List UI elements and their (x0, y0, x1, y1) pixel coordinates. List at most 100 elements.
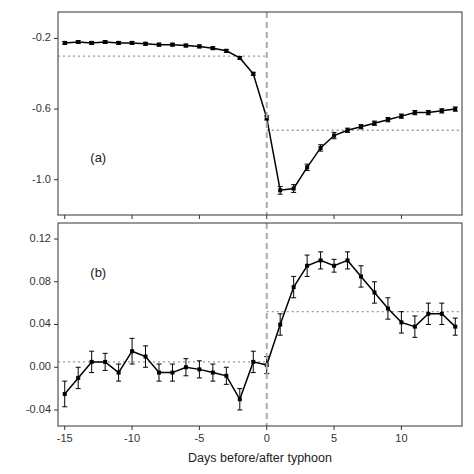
error-cap (426, 303, 431, 304)
x-tick (401, 215, 402, 219)
point (332, 264, 336, 268)
error-cap (399, 311, 404, 312)
error-cap (116, 364, 121, 365)
x-tick (334, 215, 335, 219)
error-cap (345, 268, 350, 269)
error-bar (453, 107, 458, 111)
point (372, 290, 376, 294)
error-cap (170, 381, 175, 382)
error-bar (76, 367, 81, 388)
error-cap (345, 251, 350, 252)
error-cap (210, 364, 215, 365)
error-bar (116, 364, 121, 381)
point (103, 40, 107, 44)
point (426, 111, 430, 115)
error-cap (237, 409, 242, 410)
reference-line (58, 361, 267, 362)
y-tick (54, 324, 58, 325)
error-bar (103, 353, 108, 370)
error-cap (318, 268, 323, 269)
error-cap (453, 335, 458, 336)
point (399, 320, 403, 324)
panel-label: (a) (90, 150, 106, 165)
point (63, 392, 67, 396)
point (426, 312, 430, 316)
x-tick (266, 426, 267, 430)
point (238, 397, 242, 401)
plot-area (58, 223, 462, 426)
error-cap (332, 138, 337, 139)
error-bar (385, 118, 390, 122)
error-cap (62, 381, 67, 382)
event-line (266, 12, 268, 215)
error-bar (426, 110, 431, 114)
point (184, 365, 188, 369)
point (292, 187, 296, 191)
error-cap (359, 287, 364, 288)
error-cap (305, 276, 310, 277)
point (386, 306, 390, 310)
error-cap (453, 318, 458, 319)
point (224, 374, 228, 378)
error-bar (372, 121, 377, 125)
panel: -0.040.000.040.080.12-15-10-50510(b)Days… (26, 223, 462, 465)
error-cap (183, 358, 188, 359)
series-line (65, 260, 456, 399)
error-cap (278, 194, 283, 195)
x-tick (132, 215, 133, 219)
error-bar (237, 389, 242, 410)
error-bar (359, 266, 364, 287)
x-tick-label: -5 (195, 432, 205, 444)
point (278, 188, 282, 192)
error-bar (170, 43, 175, 46)
plot-area (58, 12, 462, 215)
error-cap (332, 132, 337, 133)
error-cap (89, 351, 94, 352)
error-bar (116, 41, 121, 44)
point (224, 49, 228, 53)
error-cap (251, 372, 256, 373)
y-tick (54, 38, 58, 39)
error-bar (412, 316, 417, 337)
x-tick (334, 426, 335, 430)
point (76, 376, 80, 380)
error-cap (143, 345, 148, 346)
point (251, 360, 255, 364)
point (211, 46, 215, 50)
error-cap (103, 353, 108, 354)
x-tick-label: -10 (124, 432, 140, 444)
error-bar (170, 364, 175, 381)
plot-frame (58, 12, 462, 215)
error-cap (224, 367, 229, 368)
point (76, 40, 80, 44)
point (184, 44, 188, 48)
error-bar (399, 114, 404, 118)
point (399, 114, 403, 118)
error-cap (130, 338, 135, 339)
error-cap (385, 297, 390, 298)
error-bar (157, 43, 162, 46)
y-tick (54, 239, 58, 240)
point (372, 121, 376, 125)
y-tick-label: 0.04 (30, 317, 51, 329)
panel: -1.0-0.6-0.2(a) (32, 12, 462, 219)
chart: -1.0-0.6-0.2(a)-0.040.000.040.080.12-15-… (0, 0, 474, 474)
error-cap (237, 388, 242, 389)
point (305, 264, 309, 268)
error-bar (332, 259, 337, 272)
error-cap (318, 144, 323, 145)
error-bar (224, 49, 229, 52)
error-bar (62, 41, 67, 44)
error-bar (318, 252, 323, 269)
x-axis-label: Days before/after typhoon (188, 451, 332, 465)
error-bar (439, 109, 444, 113)
error-cap (332, 272, 337, 273)
point (117, 41, 121, 45)
error-bar (291, 276, 296, 297)
error-cap (143, 367, 148, 368)
error-bar (157, 364, 162, 381)
point (319, 146, 323, 150)
point (63, 41, 67, 45)
y-tick-label: -0.6 (32, 102, 51, 114)
error-cap (359, 265, 364, 266)
